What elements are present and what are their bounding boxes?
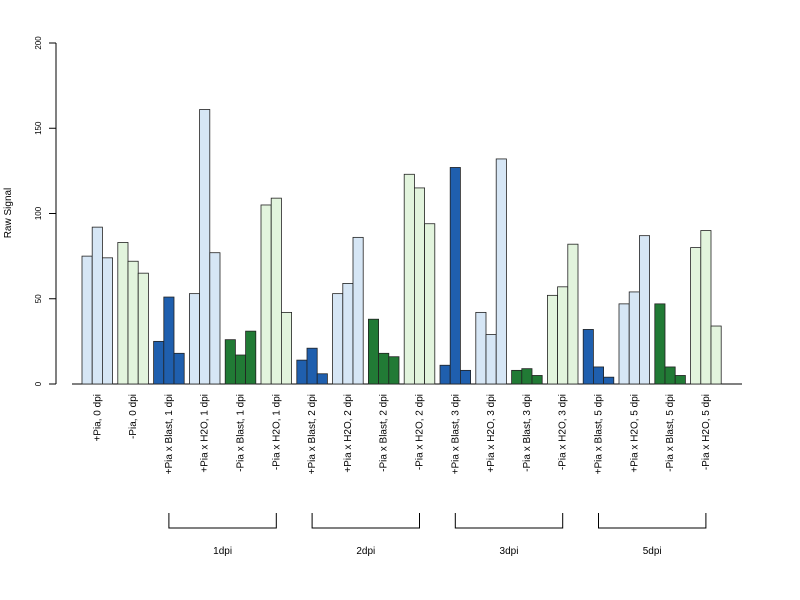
bar [91,226,103,385]
y-tick-label: 100 [34,206,43,220]
bar [378,352,390,385]
category-label: -Pia x H2O, 1 dpi [271,394,282,470]
category-label: +Pia, 0 dpi [92,394,103,442]
category-label: -Pia x Blast, 1 dpi [236,394,247,472]
bar [664,366,676,385]
category-label: +Pia x H2O, 5 dpi [629,394,640,473]
bar [547,294,559,385]
bar [245,330,257,385]
bar [674,375,686,385]
y-tick-label: 0 [34,381,43,386]
category-label: +Pia x H2O, 1 dpi [200,394,211,473]
category-label: +Pia x Blast, 3 dpi [450,394,461,474]
bar [424,223,436,385]
bar [531,375,543,385]
bar [306,347,318,385]
bar [603,376,615,385]
bar [439,364,451,385]
bar [352,236,364,385]
bar [163,296,175,385]
bar [403,173,415,385]
bar [224,339,236,385]
bar [413,187,425,385]
bar [81,255,93,385]
y-axis: 0 50 100 150 200 [34,36,57,386]
bar [557,286,569,385]
bar [234,354,246,385]
group-bracket [168,513,277,529]
bar [710,325,722,385]
bar [700,230,712,385]
group-bracket [454,513,564,529]
category-label: +Pia x H2O, 2 dpi [343,394,354,473]
bar [521,368,533,385]
bar [127,260,139,385]
y-axis-title: Raw Signal [3,188,14,239]
y-tick-label: 50 [34,294,43,303]
group-label: 2dpi [356,546,375,557]
bar [567,243,579,385]
bar [388,356,400,385]
bar [618,303,630,385]
y-tick-label: 200 [34,36,43,50]
category-labels: +Pia, 0 dpi -Pia, 0 dpi +Pia x Blast, 1 dp… [92,394,712,474]
group-brackets: 1dpi 2dpi 3dpi 5dpi [168,513,707,557]
bar [485,334,497,385]
bar [280,311,292,385]
bar [449,167,461,385]
bar [117,242,129,385]
group-bracket [598,513,707,529]
bar [188,293,200,385]
bar [199,109,211,385]
bar [628,291,640,385]
bars [81,109,722,385]
bar [153,340,165,385]
category-label: +Pia x Blast, 1 dpi [164,394,175,474]
category-label: -Pia x Blast, 2 dpi [379,394,390,472]
bar [332,293,344,385]
bar [173,352,185,385]
bar [342,283,354,385]
bar [654,303,666,385]
bar [690,247,702,385]
group-bracket [311,513,420,529]
category-label: -Pia x Blast, 5 dpi [665,394,676,472]
bar [367,318,379,385]
bar [459,369,471,385]
category-label: +Pia x Blast, 2 dpi [307,394,318,474]
bar [102,257,114,385]
category-label: -Pia, 0 dpi [128,394,139,439]
category-label: -Pia x H2O, 2 dpi [415,394,426,470]
bar [593,366,605,385]
bar [316,373,328,385]
bar [475,311,487,385]
bar [137,272,149,385]
group-label: 5dpi [643,546,662,557]
group-label: 1dpi [213,546,232,557]
category-label: -Pia x H2O, 5 dpi [701,394,712,470]
bar [495,158,507,385]
group-label: 3dpi [500,546,519,557]
category-label: -Pia x Blast, 3 dpi [522,394,533,472]
bar [270,197,282,385]
bar [296,359,308,385]
category-label: -Pia x H2O, 3 dpi [558,394,569,470]
bar [582,329,594,385]
bar [260,204,272,385]
bar [209,252,221,385]
bar [511,369,523,385]
category-label: +Pia x Blast, 5 dpi [594,394,605,474]
y-tick-label: 150 [34,121,43,135]
bar [639,235,651,385]
category-label: +Pia x H2O, 3 dpi [486,394,497,473]
